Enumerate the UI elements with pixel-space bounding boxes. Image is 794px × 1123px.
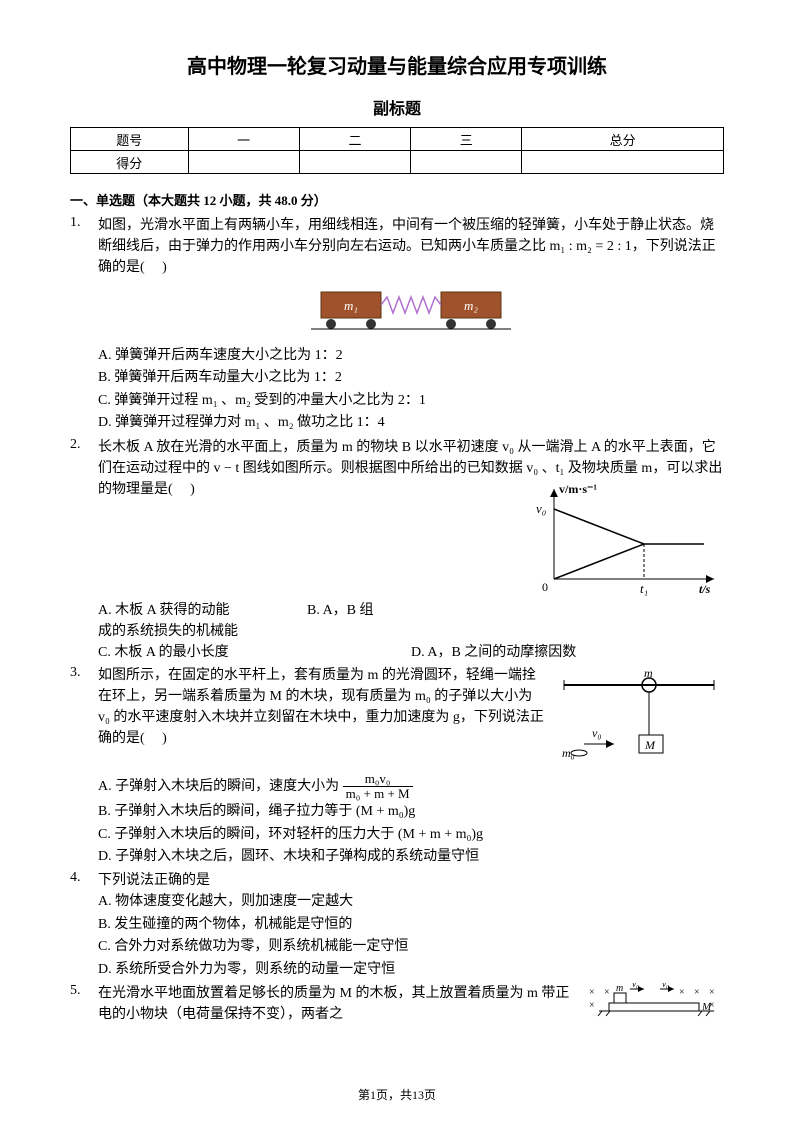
cell [188,151,299,174]
q4-C: C. 合外力对系统做功为零，则系统机械能一定守恒 [98,936,724,958]
svg-text:v₀: v₀ [592,726,602,740]
qnum: 3. [70,665,98,869]
q2-optB: B. A，B 组 [307,603,374,618]
q4-A: A. 物体速度变化越大，则加速度一定越大 [98,891,724,913]
cell: 得分 [71,151,189,174]
svg-text:×: × [679,987,685,998]
question-4: 4. 下列说法正确的是 A. 物体速度变化越大，则加速度一定越大 B. 发生碰撞… [70,870,724,981]
q1-optC: C. 弹簧弹开过程 m₁ 、m₂ 受到的冲量大小之比为 2：1 [98,390,724,412]
question-3: 3. m M v₀ m₀ 如图所示，在固定的水平杆上，套有质量为 m 的光滑圆环… [70,665,724,869]
question-2: 2. 长木板 A 放在光滑的水平面上，质量为 m 的物块 B 以水平初速度 v₀… [70,437,724,663]
page-subtitle: 副标题 [70,95,724,119]
q3-figure: m M v₀ m₀ [554,665,724,772]
svg-text:×: × [709,987,715,998]
spring-carts-icon: m₁ m₂ [301,282,521,332]
qnum: 2. [70,437,98,663]
svg-text:v₀: v₀ [632,983,639,989]
board-field-icon: ××××× ×× m v₀ v₀ M [584,983,724,1023]
cell [522,151,724,174]
q4-B: B. 发生碰撞的两个物体，机械能是守恒的 [98,914,724,936]
svg-text:m: m [616,983,623,994]
svg-text:t/s: t/s [699,582,711,596]
page-footer: 第1页，共13页 [0,1086,794,1103]
q3-optD: D. 子弹射入木块之后，圆环、木块和子弹构成的系统动量守恒 [98,846,724,868]
cell: 二 [299,128,410,151]
svg-text:×: × [604,987,610,998]
q2-optA2: 成的系统损失的机械能 [98,621,724,642]
cell: 题号 [71,128,189,151]
q2-optD: D. A，B 之间的动摩擦因数 [411,645,576,660]
q1-text: 如图，光滑水平面上有两辆小车，用细线相连，中间有一个被压缩的轻弹簧，小车处于静止… [98,218,716,275]
svg-text:m₁: m₁ [344,298,358,313]
svg-text:×: × [589,987,595,998]
cell [411,151,522,174]
q2-figure: v/m·s⁻¹ t/s v₀ t₁ 0 [524,479,724,606]
svg-text:×: × [694,987,700,998]
cell: 一 [188,128,299,151]
cell: 三 [411,128,522,151]
svg-text:m: m [644,666,653,680]
q1-optD: D. 弹簧弹开过程弹力对 m₁ 、m₂ 做功之比 1：4 [98,412,724,434]
question-5: 5. ××××× ×× m v₀ v₀ M [70,983,724,1030]
q2-optA: A. 木板 A 获得的动能 [98,603,229,618]
q3-optA: A. 子弹射入木块后的瞬间，速度大小为 m₀v₀m₀ + m + M [98,772,724,802]
svg-text:M: M [644,738,656,752]
q4-text: 下列说法正确的是 [98,873,210,888]
cell [299,151,410,174]
q1-optB: B. 弹簧弹开后两车动量大小之比为 1：2 [98,367,724,389]
q3-text: 如图所示，在固定的水平杆上，套有质量为 m 的光滑圆环，轻绳一端拴在环上，另一端… [98,668,544,746]
qnum: 5. [70,983,98,1030]
ring-block-icon: m M v₀ m₀ [554,665,724,765]
svg-text:t₁: t₁ [640,581,648,596]
q3-optB: B. 子弹射入木块后的瞬间，绳子拉力等于 (M + m₀)g [98,801,724,823]
q3-optC: C. 子弹射入木块后的瞬间，环对轻杆的压力大于 (M + m + m₀)g [98,824,724,846]
q1-figure: m₁ m₂ [98,282,724,339]
svg-text:0: 0 [542,580,548,594]
qnum: 1. [70,215,98,435]
q5-text: 在光滑水平地面放置着足够长的质量为 M 的木板，其上放置着质量为 m 带正电的小… [98,986,569,1022]
svg-text:×: × [589,1000,595,1011]
svg-text:m₀: m₀ [562,746,575,760]
q2-optC: C. 木板 A 的最小长度 [98,645,229,660]
svg-text:v₀: v₀ [536,501,546,516]
q1-optA: A. 弹簧弹开后两车速度大小之比为 1：2 [98,345,724,367]
vt-chart-icon: v/m·s⁻¹ t/s v₀ t₁ 0 [524,479,724,599]
q5-figure: ××××× ×× m v₀ v₀ M [584,983,724,1030]
svg-text:v₀: v₀ [662,983,669,989]
section-header: 一、单选题（本大题共 12 小题，共 48.0 分） [70,190,724,209]
cell: 总分 [522,128,724,151]
question-1: 1. 如图，光滑水平面上有两辆小车，用细线相连，中间有一个被压缩的轻弹簧，小车处… [70,215,724,435]
svg-text:m₂: m₂ [464,298,478,313]
page-title: 高中物理一轮复习动量与能量综合应用专项训练 [70,50,724,79]
q4-D: D. 系统所受合外力为零，则系统的动量一定守恒 [98,959,724,981]
score-table: 题号 一 二 三 总分 得分 [70,127,724,174]
svg-text:v/m·s⁻¹: v/m·s⁻¹ [559,482,597,496]
qnum: 4. [70,870,98,981]
